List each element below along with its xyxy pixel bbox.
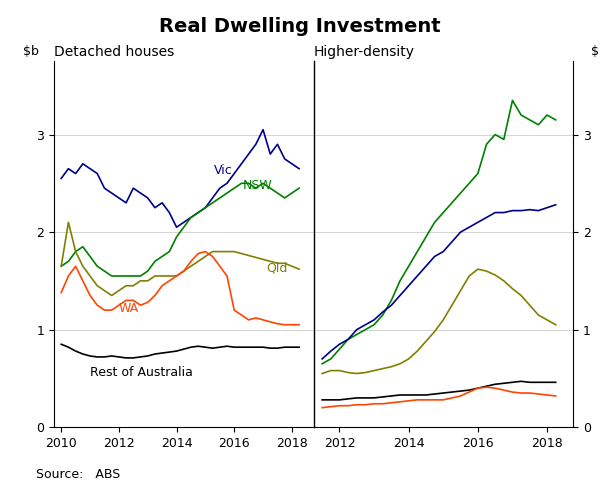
Text: Source:   ABS: Source: ABS <box>36 468 120 481</box>
Text: Vic: Vic <box>214 164 233 177</box>
Text: $b: $b <box>23 45 39 58</box>
Text: Detached houses: Detached houses <box>54 45 174 59</box>
Text: Qld: Qld <box>266 261 287 274</box>
Text: Higher-density: Higher-density <box>314 45 415 59</box>
Text: WA: WA <box>119 302 139 315</box>
Text: NSW: NSW <box>243 179 272 192</box>
Text: Rest of Australia: Rest of Australia <box>90 366 193 380</box>
Text: Real Dwelling Investment: Real Dwelling Investment <box>159 17 441 36</box>
Text: $b: $b <box>591 45 600 58</box>
